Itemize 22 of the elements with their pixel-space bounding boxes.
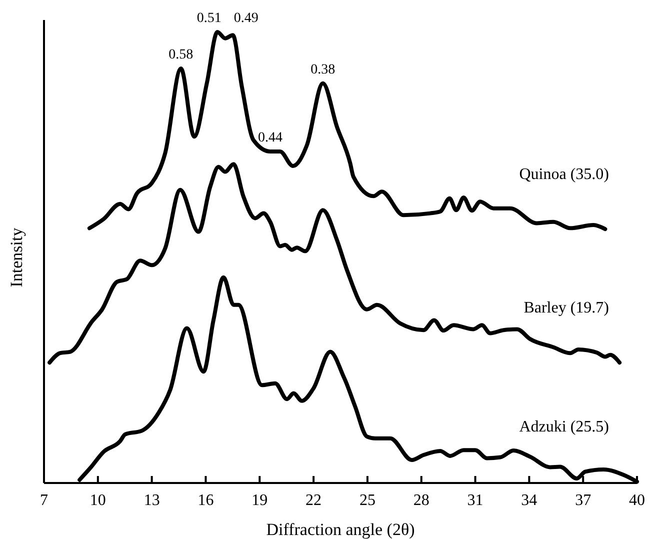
x-tick-label: 10 (90, 492, 106, 509)
x-tick-label: 19 (252, 492, 268, 509)
annotation: 0.49 (234, 11, 258, 26)
y-axis-title: Intensity (7, 227, 26, 288)
series-label: Adzuki (25.5) (519, 418, 609, 436)
x-tick-label: 16 (198, 492, 214, 509)
annotation: 0.38 (310, 62, 336, 78)
x-axis-title: Diffraction angle (2θ) (266, 520, 415, 539)
x-tick-label: 28 (413, 492, 430, 509)
annotation: 0.58 (168, 48, 194, 63)
x-tick-label: 22 (306, 492, 322, 509)
annotation: 0.44 (258, 130, 282, 146)
x-tick-label: 31 (467, 492, 484, 509)
x-tick-label: 7 (40, 492, 48, 509)
series-label: Quinoa (35.0) (519, 166, 609, 184)
x-tick-label: 37 (575, 492, 592, 509)
x-tick-label: 25 (359, 492, 376, 509)
x-tick-label: 40 (629, 492, 645, 509)
series-label: Barley (19.7) (524, 300, 609, 317)
x-tick-label: 13 (144, 492, 160, 509)
annotation: 0.51 (196, 11, 222, 26)
x-tick-label: 34 (521, 492, 538, 509)
